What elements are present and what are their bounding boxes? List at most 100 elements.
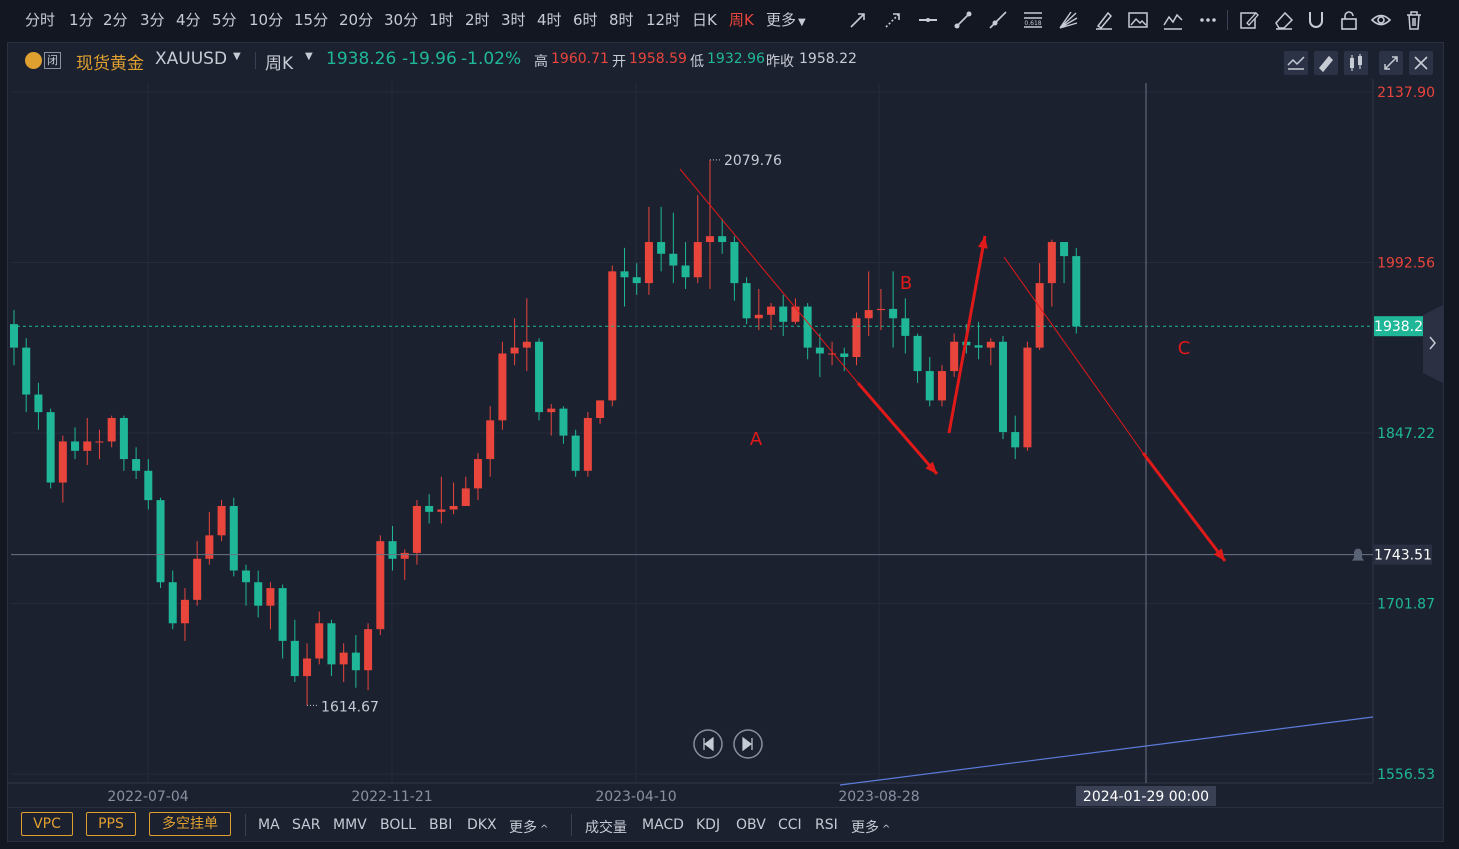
ind-cci[interactable]: CCI: [778, 817, 802, 833]
y-tick-label: 2137.90: [1377, 85, 1435, 101]
interval-dropdown-icon[interactable]: ▼: [305, 51, 313, 62]
sub-indicator-more[interactable]: 更多 ^: [851, 820, 891, 836]
candle-body: [266, 588, 275, 606]
period-3min[interactable]: 3分: [140, 11, 165, 29]
caret-down-icon: ▼: [798, 17, 806, 28]
draw-toggle-button[interactable]: [1314, 51, 1338, 75]
ind-bbi[interactable]: BBI: [429, 817, 453, 833]
ray-icon[interactable]: [987, 9, 1009, 31]
ind-mmv[interactable]: MMV: [333, 817, 367, 833]
crosshair-price-label: 1743.51: [1374, 548, 1432, 564]
ind-obv[interactable]: OBV: [736, 817, 766, 833]
vpc-button[interactable]: VPC: [21, 812, 73, 836]
period-30min[interactable]: 30分: [384, 11, 419, 29]
trash-icon[interactable]: [1403, 9, 1425, 31]
period-12h[interactable]: 12时: [646, 11, 681, 29]
candle-body: [571, 435, 580, 471]
segment-icon[interactable]: [952, 9, 974, 31]
x-tick-label: 2022-07-04: [107, 789, 188, 805]
wave-icon[interactable]: [1162, 9, 1184, 31]
gold-coin-icon: [25, 52, 42, 69]
open-value: 1958.59: [629, 51, 687, 67]
period-more-dropdown[interactable]: 更多 ▼: [766, 11, 806, 29]
image-icon[interactable]: [1127, 9, 1149, 31]
pen-icon[interactable]: [1093, 9, 1115, 31]
candle-body: [1035, 283, 1044, 348]
current-price-tag-label: 1938.26: [1374, 319, 1432, 335]
eye-icon[interactable]: [1370, 9, 1392, 31]
ind-sar[interactable]: SAR: [292, 817, 321, 833]
candle-body: [999, 341, 1008, 433]
candle-body: [449, 505, 458, 510]
period-3h[interactable]: 3时: [501, 11, 526, 29]
period-2min[interactable]: 2分: [103, 11, 128, 29]
horizontal-line-icon[interactable]: [917, 9, 939, 31]
pending-orders-button[interactable]: 多空挂单: [149, 812, 231, 836]
ind-macd[interactable]: MACD: [642, 817, 684, 833]
edit-icon[interactable]: [1238, 9, 1260, 31]
interval-selector[interactable]: 周K: [265, 54, 294, 74]
dashed-arrow-icon[interactable]: [882, 9, 904, 31]
candle-style-button[interactable]: [1344, 51, 1368, 75]
candle-body: [632, 277, 641, 284]
magnet-icon[interactable]: [1305, 9, 1327, 31]
candle-body: [95, 441, 104, 443]
candle-body: [498, 353, 507, 421]
ind-ma[interactable]: MA: [258, 817, 280, 833]
candle-body: [742, 283, 751, 319]
ind-dkx[interactable]: DKX: [467, 817, 497, 833]
candle-body: [351, 652, 360, 671]
period-weekly[interactable]: 周K: [729, 11, 754, 29]
symbol-dropdown-icon[interactable]: ▼: [233, 51, 241, 62]
period-1min[interactable]: 1分: [69, 11, 94, 29]
x-tick-label: 2022-11-21: [351, 789, 432, 805]
period-daily[interactable]: 日K: [692, 11, 717, 29]
arrow-line-icon[interactable]: [847, 9, 869, 31]
candle-body: [58, 441, 67, 483]
pps-button[interactable]: PPS: [86, 812, 136, 836]
period-4min[interactable]: 4分: [176, 11, 201, 29]
period-20min[interactable]: 20分: [339, 11, 374, 29]
ind-volume[interactable]: 成交量: [585, 820, 627, 836]
lock-icon[interactable]: [1338, 9, 1360, 31]
ind-boll[interactable]: BOLL: [380, 817, 416, 833]
period-5min[interactable]: 5分: [212, 11, 237, 29]
candle-body: [779, 306, 788, 322]
close-button[interactable]: [1409, 51, 1433, 75]
candle-body: [290, 640, 299, 677]
candle-body: [22, 347, 31, 395]
instrument-name[interactable]: 现货黄金: [76, 54, 144, 74]
price-change: -19.96: [402, 49, 457, 69]
wave-c-arrow-head: [1213, 548, 1225, 561]
price-change-pct: -1.02%: [461, 49, 522, 69]
skip-back-icon: [703, 736, 714, 752]
candle-body: [119, 418, 128, 460]
period-8h[interactable]: 8时: [609, 11, 634, 29]
annotation-a: A: [750, 429, 763, 450]
fibonacci-icon[interactable]: 0.618: [1022, 9, 1044, 31]
candle-body: [828, 353, 837, 355]
y-tick-label: 1847.22: [1377, 426, 1435, 442]
candle-body: [217, 505, 226, 536]
ind-rsi[interactable]: RSI: [815, 817, 838, 833]
fullscreen-button[interactable]: [1379, 51, 1403, 75]
main-indicator-more[interactable]: 更多 ^: [509, 820, 549, 836]
period-15min[interactable]: 15分: [294, 11, 329, 29]
candle-body: [583, 418, 592, 471]
instrument-symbol[interactable]: XAUUSD: [155, 49, 228, 69]
more-icon[interactable]: [1197, 9, 1219, 31]
candle-body: [339, 652, 348, 665]
eraser-icon[interactable]: [1273, 9, 1295, 31]
period-10min[interactable]: 10分: [249, 11, 284, 29]
period-1h[interactable]: 1时: [429, 11, 454, 29]
period-2h[interactable]: 2时: [465, 11, 490, 29]
period-fenshi[interactable]: 分时: [25, 11, 56, 29]
period-4h[interactable]: 4时: [537, 11, 562, 29]
candlestick-chart[interactable]: 2137.90 1992.56 1847.22 1701.87 1556.53 2022-…: [8, 43, 1443, 807]
market-status-badge: 闭: [44, 52, 61, 69]
ind-kdj[interactable]: KDJ: [696, 817, 721, 833]
candle-body: [730, 242, 739, 284]
indicator-toggle-button[interactable]: [1284, 51, 1308, 75]
period-6h[interactable]: 6时: [573, 11, 598, 29]
fan-icon[interactable]: [1057, 9, 1079, 31]
